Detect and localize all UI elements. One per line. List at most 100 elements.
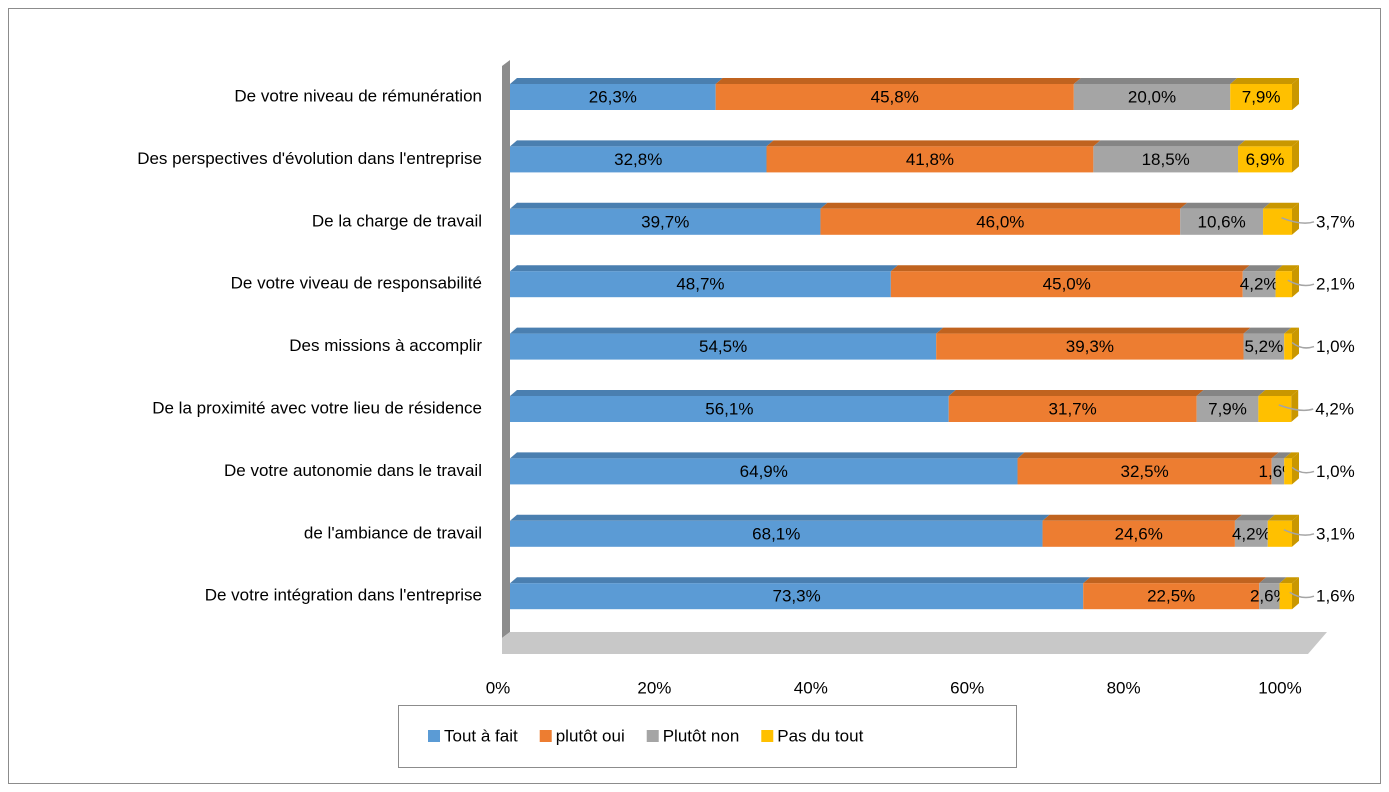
category-label: Des missions à accomplir: [289, 336, 482, 355]
data-label: 1,0%: [1316, 337, 1355, 356]
bar-top: [510, 78, 723, 84]
bar: [766, 146, 1094, 173]
legend-swatch: [539, 730, 552, 742]
label-leader: [1291, 466, 1315, 474]
bar-top: [890, 265, 1250, 272]
label-leader: [1281, 217, 1315, 224]
bar-top: [715, 78, 1081, 84]
bar: [820, 208, 1181, 235]
x-tick-label: 80%: [1107, 678, 1141, 697]
bar-top: [1238, 140, 1299, 147]
legend-label: Plutôt non: [663, 726, 740, 745]
data-label: 3,7%: [1316, 212, 1355, 231]
bar-top: [1243, 327, 1292, 334]
legend-swatch: [428, 730, 440, 742]
data-label: 48,7%: [676, 275, 724, 294]
label-leader: [1289, 591, 1315, 599]
bar-top: [1234, 514, 1275, 521]
label-leader: [1287, 279, 1315, 287]
bar: [510, 520, 1043, 547]
bar-top: [1196, 390, 1266, 396]
category-label: De la proximité avec votre lieu de résid…: [152, 398, 482, 417]
bar-side: [1292, 265, 1299, 298]
x-tick-label: 20%: [637, 678, 671, 697]
bar-top: [510, 452, 1025, 459]
data-label: 18,5%: [1142, 150, 1190, 169]
bar: [715, 84, 1074, 110]
bar: [936, 333, 1244, 360]
bar-top: [1180, 202, 1271, 209]
data-label: 24,6%: [1115, 524, 1163, 543]
bar: [1017, 458, 1272, 485]
data-label: 45,0%: [1043, 275, 1091, 294]
data-label: 39,3%: [1066, 337, 1114, 356]
bar-top: [1258, 390, 1299, 396]
legend-swatch: [646, 730, 659, 742]
data-label: 31,7%: [1049, 399, 1097, 418]
bar: [510, 583, 1084, 610]
data-label: 4,2%: [1240, 275, 1279, 294]
bar-side: [1292, 577, 1299, 610]
data-label: 10,6%: [1198, 212, 1246, 231]
bar-top: [1230, 78, 1299, 84]
data-label: 46,0%: [976, 212, 1024, 231]
bar-side: [1291, 390, 1299, 422]
x-tick-label: 60%: [950, 678, 984, 697]
data-label: 3,1%: [1316, 524, 1355, 543]
bar-top: [1284, 452, 1299, 459]
bar: [1258, 396, 1292, 422]
data-label: 7,9%: [1208, 399, 1247, 418]
category-label: De votre autonomie dans le travail: [224, 461, 482, 480]
bar-side: [1292, 452, 1299, 485]
bar-side: [1292, 78, 1299, 110]
label-leader: [1291, 342, 1315, 349]
bar-top: [1042, 514, 1242, 521]
bar-top: [766, 140, 1101, 147]
bar: [1073, 84, 1231, 110]
bar-top: [1275, 265, 1299, 272]
data-label: 5,2%: [1244, 337, 1283, 356]
bar: [1234, 520, 1268, 547]
bar-top: [1242, 265, 1283, 272]
data-label: 4,2%: [1315, 399, 1354, 418]
bar: [510, 146, 767, 173]
category-label: De la charge de travail: [312, 211, 482, 230]
data-label: 32,5%: [1120, 462, 1168, 481]
legend-swatch: [761, 730, 774, 742]
bar: [510, 208, 821, 235]
bar: [510, 271, 891, 298]
x-tick-label: 0%: [486, 678, 511, 697]
bar: [510, 396, 949, 422]
bar: [1243, 333, 1285, 360]
bar: [1271, 458, 1285, 485]
bar-top: [1073, 78, 1238, 84]
bar: [1284, 458, 1292, 485]
back-wall: [502, 60, 510, 638]
data-label: 1,6%: [1316, 587, 1355, 606]
bar-top: [510, 577, 1091, 584]
category-label: De votre viveau de responsabilité: [231, 274, 482, 293]
bar-top: [1271, 452, 1292, 459]
bar-top: [510, 140, 774, 147]
data-label: 1,0%: [1316, 462, 1355, 481]
x-tick-label: 100%: [1258, 678, 1301, 697]
bar-side: [1292, 202, 1299, 235]
data-label: 56,1%: [705, 399, 753, 418]
data-label: 20,0%: [1128, 87, 1176, 106]
data-label: 41,8%: [906, 150, 954, 169]
data-label: 45,8%: [871, 87, 919, 106]
data-label: 4,2%: [1232, 524, 1271, 543]
data-label: 39,7%: [641, 212, 689, 231]
category-label: de l'ambiance de travail: [304, 523, 482, 542]
bar: [1267, 520, 1292, 547]
bar: [1042, 520, 1235, 547]
data-label: 6,9%: [1246, 150, 1285, 169]
bar: [1230, 84, 1292, 110]
label-leader: [1278, 404, 1314, 412]
data-label: 26,3%: [589, 87, 637, 106]
legend-box: [398, 705, 1017, 768]
bar: [510, 333, 937, 360]
bar: [1196, 396, 1259, 422]
bar-top: [1267, 514, 1299, 521]
